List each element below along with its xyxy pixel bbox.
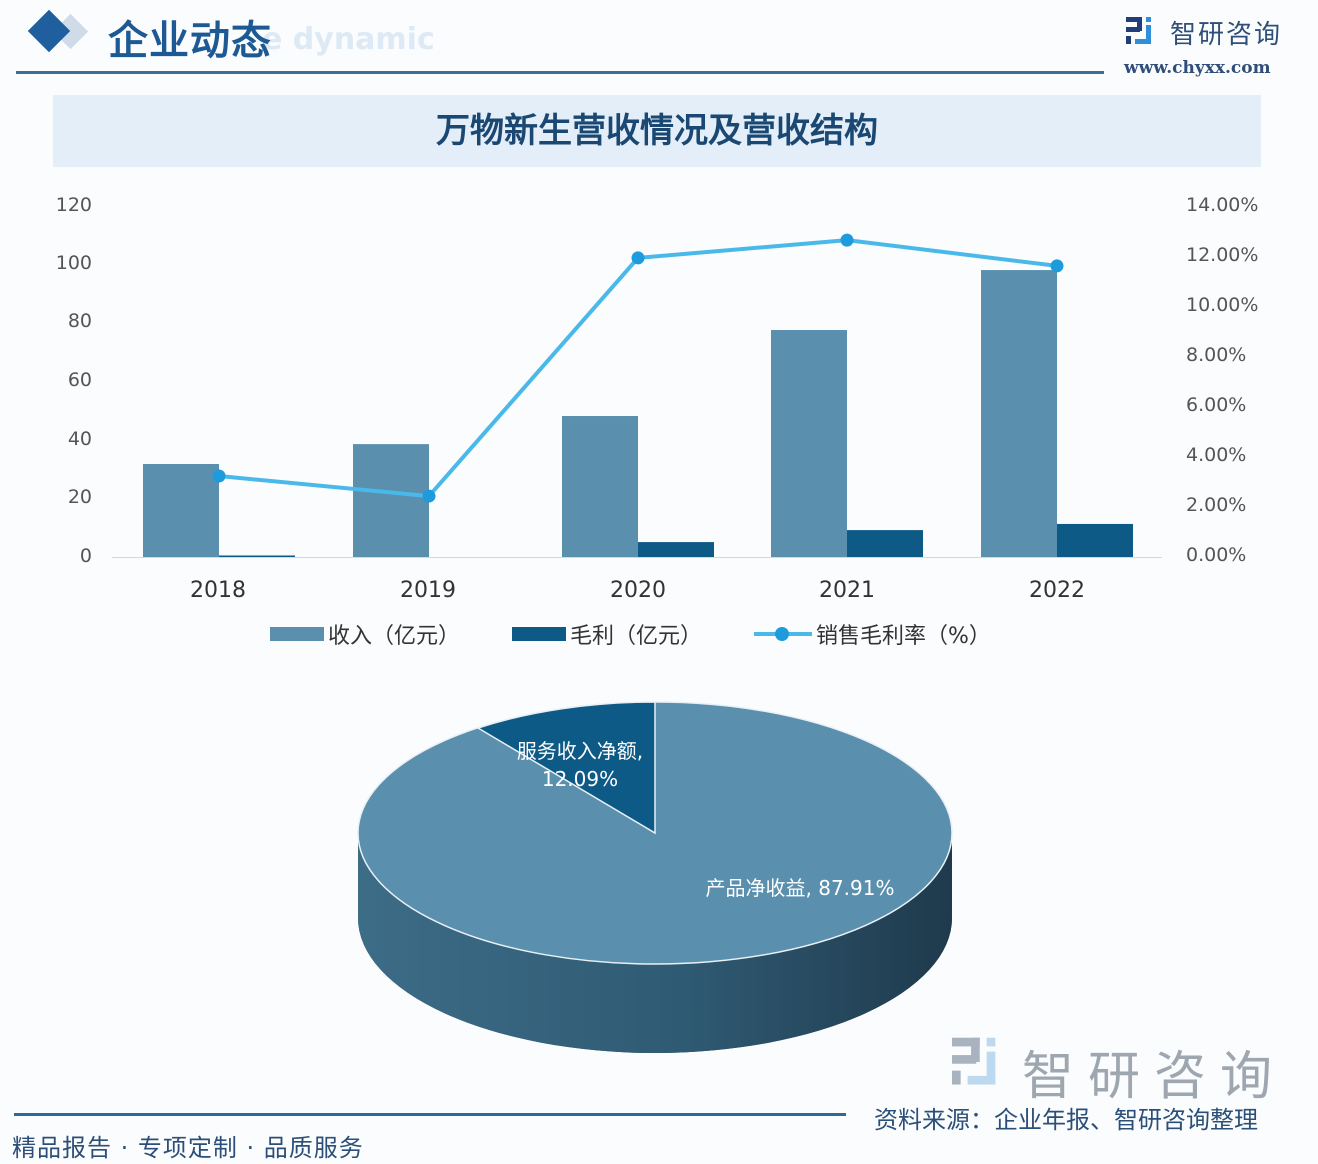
- x-tick: 2022: [1029, 578, 1085, 603]
- bar-gross-profit: [1057, 523, 1133, 557]
- bar-revenue: [353, 444, 429, 557]
- legend-line-marker-icon: [754, 625, 813, 643]
- margin-marker-icon: [1050, 259, 1064, 273]
- chart-title: 万物新生营收情况及营收结构: [436, 111, 878, 151]
- x-tick: 2019: [400, 578, 456, 603]
- y-right-tick: 4.00%: [1186, 444, 1247, 466]
- bar-revenue: [562, 416, 638, 557]
- chart-title-banner: 万物新生营收情况及营收结构: [53, 95, 1261, 167]
- y-right-tick: 8.00%: [1186, 344, 1247, 366]
- legend-item-gross-profit: 毛利（亿元）: [512, 618, 702, 650]
- brand-watermark-logo-icon: [952, 1037, 996, 1085]
- brand-name: 智研咨询: [1170, 20, 1283, 50]
- x-tick: 2021: [819, 578, 875, 603]
- legend-label: 毛利（亿元）: [570, 624, 703, 649]
- bar-gross-profit: [219, 555, 295, 557]
- bar-revenue: [143, 463, 219, 557]
- margin-marker-icon: [840, 233, 854, 247]
- legend-swatch-gross-profit-icon: [512, 627, 567, 641]
- y-right-tick: 10.00%: [1186, 294, 1259, 316]
- y-left-tick: 40: [67, 428, 92, 450]
- pie-label-product: 产品净收益, 87.91%: [706, 876, 895, 900]
- header-divider: [16, 71, 1104, 74]
- brand-watermark-text: 智研咨询: [1022, 1047, 1287, 1107]
- legend-item-revenue: 收入（亿元）: [270, 618, 460, 650]
- pie-label-service-value: 12.09%: [542, 767, 618, 791]
- legend-item-margin: 销售毛利率（%）: [754, 618, 991, 650]
- x-tick: 2020: [610, 578, 666, 603]
- footer-tagline: 精品报告 · 专项定制 · 品质服务: [12, 1134, 364, 1162]
- pie-chart: 服务收入净额, 12.09% 产品净收益, 87.91%: [357, 701, 953, 1053]
- y-left-tick: 80: [67, 310, 92, 332]
- bar-revenue: [771, 330, 847, 557]
- bar-gross-profit: [847, 530, 923, 557]
- margin-marker-icon: [422, 489, 436, 503]
- brand-logo-icon: [1126, 17, 1151, 44]
- y-right-tick: 12.00%: [1186, 244, 1259, 266]
- x-tick: 2018: [190, 578, 246, 603]
- legend-label: 收入（亿元）: [328, 624, 461, 649]
- pie-slice-service: [476, 701, 656, 835]
- y-left-tick: 100: [55, 252, 92, 274]
- footer-divider: [14, 1113, 846, 1116]
- y-left-tick: 120: [55, 194, 92, 216]
- margin-marker-icon: [212, 469, 226, 483]
- bar-gross-profit: [638, 542, 714, 557]
- chart-legend: 收入（亿元） 毛利（亿元） 销售毛利率（%）: [270, 618, 1043, 650]
- y-left-tick: 0: [79, 545, 92, 567]
- y-left-tick: 20: [67, 486, 92, 508]
- section-title: 企业动态: [108, 17, 272, 64]
- y-left-tick: 60: [67, 369, 92, 391]
- y-right-tick: 6.00%: [1186, 394, 1247, 416]
- brand-url: www.chyxx.com: [1124, 58, 1271, 78]
- legend-swatch-revenue-icon: [270, 627, 324, 641]
- margin-marker-icon: [631, 251, 645, 265]
- y-right-tick: 14.00%: [1186, 194, 1259, 216]
- y-right-tick: 0.00%: [1186, 544, 1247, 566]
- section-subtitle-en: e dynamic: [262, 22, 435, 57]
- data-source: 资料来源：企业年报、智研咨询整理: [874, 1106, 1258, 1134]
- bar-revenue: [981, 270, 1057, 557]
- legend-label: 销售毛利率（%）: [816, 624, 991, 649]
- combo-plot-area: [112, 233, 1162, 558]
- y-right-tick: 2.00%: [1186, 494, 1247, 516]
- pie-label-service-name: 服务收入净额,: [517, 739, 643, 763]
